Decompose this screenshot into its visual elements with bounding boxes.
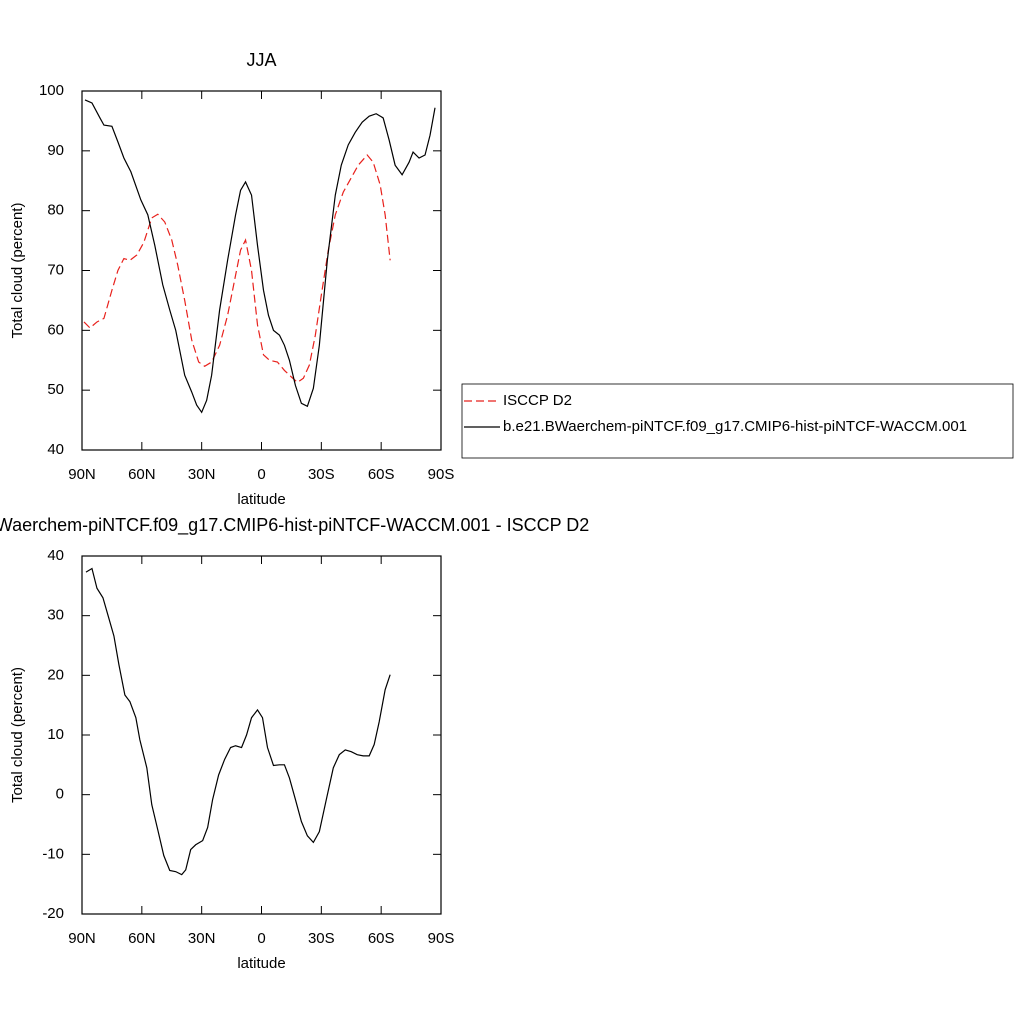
x-axis-label: latitude (237, 491, 285, 508)
x-tick-label: 90N (68, 930, 96, 947)
y-axis-label: Total cloud (percent) (9, 203, 26, 339)
series-line (85, 567, 391, 876)
x-tick-label: 30S (308, 466, 335, 483)
y-tick-label: 90 (47, 142, 64, 159)
x-tick-label: 30S (308, 930, 335, 947)
x-tick-label: 60N (128, 466, 156, 483)
y-tick-label: 50 (47, 381, 64, 398)
y-tick-label: -10 (42, 845, 64, 862)
y-tick-label: 80 (47, 202, 64, 219)
y-tick-label: 20 (47, 666, 64, 683)
chart-title: b.e21.BWaerchem-piNTCF.f09_g17.CMIP6-his… (0, 515, 589, 536)
series-line (84, 99, 436, 414)
x-tick-label: 60S (368, 466, 395, 483)
x-tick-label: 60N (128, 930, 156, 947)
legend-box (461, 383, 1014, 459)
y-tick-label: 10 (47, 726, 64, 743)
x-tick-label: 90S (428, 466, 455, 483)
series-line (83, 154, 391, 384)
legend-label: b.e21.BWaerchem-piNTCF.f09_g17.CMIP6-his… (503, 418, 967, 435)
y-tick-label: 40 (47, 441, 64, 458)
x-axis-label: latitude (237, 955, 285, 972)
legend-label: ISCCP D2 (503, 392, 572, 409)
x-tick-label: 0 (257, 930, 265, 947)
y-tick-label: 70 (47, 261, 64, 278)
plot-frame (81, 90, 442, 451)
y-tick-label: 40 (47, 547, 64, 564)
y-tick-label: 100 (39, 82, 64, 99)
y-tick-label: 60 (47, 321, 64, 338)
x-tick-label: 90S (428, 930, 455, 947)
plot-frame (81, 555, 442, 915)
x-tick-label: 30N (188, 466, 216, 483)
y-tick-label: -20 (42, 905, 64, 922)
x-tick-label: 90N (68, 466, 96, 483)
x-tick-label: 60S (368, 930, 395, 947)
y-tick-label: 0 (56, 786, 64, 803)
chart-title: JJA (246, 50, 276, 70)
y-tick-label: 30 (47, 607, 64, 624)
y-axis-label: Total cloud (percent) (9, 667, 26, 803)
x-tick-label: 0 (257, 466, 265, 483)
x-tick-label: 30N (188, 930, 216, 947)
